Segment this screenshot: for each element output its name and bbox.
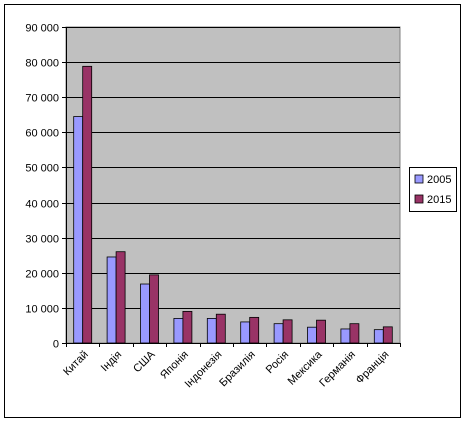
bar-2005-3 — [173, 318, 184, 344]
legend-label-2015: 2015 — [427, 194, 451, 206]
bar-2005-5 — [240, 321, 251, 344]
y-tick-label: 80 000 — [25, 58, 59, 70]
x-category-label: Індонезія — [183, 349, 225, 391]
x-category-label: Китай — [61, 349, 91, 379]
bar-2015-3 — [182, 310, 193, 344]
x-category-label: Японія — [158, 349, 191, 382]
legend: 2005 2015 — [409, 167, 457, 212]
bar-2015-5 — [249, 316, 260, 344]
y-tick-label: 50 000 — [25, 163, 59, 175]
bar-2015-1 — [115, 251, 126, 344]
bar-2005-9 — [373, 329, 384, 344]
y-tick-label: 90 000 — [25, 23, 59, 35]
y-tick-label: 10 000 — [25, 304, 59, 316]
x-category-label: Бразилія — [217, 349, 258, 390]
bar-2005-0 — [73, 116, 84, 344]
y-tick-label: 20 000 — [25, 269, 59, 281]
legend-swatch-2005 — [414, 174, 424, 184]
bar-2015-6 — [282, 319, 293, 344]
bar-chart: 0 10 000 20 000 30 000 40 000 50 000 60 000 70 … — [25, 23, 457, 391]
bars — [73, 65, 393, 344]
bar-2015-2 — [149, 274, 159, 344]
y-tick-label: 30 000 — [25, 234, 59, 246]
bar-2015-8 — [349, 323, 360, 344]
bar-2005-1 — [106, 256, 117, 344]
bar-2015-7 — [316, 319, 326, 344]
bar-2005-7 — [307, 326, 317, 344]
y-tick-label: 70 000 — [25, 93, 59, 105]
y-tick-label: 0 — [53, 339, 59, 351]
legend-swatch-2015 — [414, 194, 424, 204]
bar-2005-4 — [206, 318, 217, 344]
bar-2015-9 — [382, 326, 393, 344]
y-tick-label: 60 000 — [25, 128, 59, 140]
x-category-label: США — [131, 348, 158, 375]
x-category-label: Германія — [317, 349, 358, 390]
bar-2005-6 — [273, 323, 284, 344]
y-tick-label: 40 000 — [25, 199, 59, 211]
bar-2015-0 — [82, 65, 93, 344]
legend-label-2005: 2005 — [427, 174, 451, 186]
x-category-label: Росія — [264, 349, 292, 377]
bar-2005-8 — [340, 328, 351, 344]
bar-2015-4 — [215, 313, 226, 344]
x-category-label: Франція — [354, 349, 392, 387]
x-category-label: Індія — [99, 349, 124, 374]
y-axis: 0 10 000 20 000 30 000 40 000 50 000 60 000 70 … — [25, 23, 67, 351]
chart-frame: 0 10 000 20 000 30 000 40 000 50 000 60 000 70 … — [4, 4, 461, 418]
bar-2005-2 — [140, 283, 150, 344]
